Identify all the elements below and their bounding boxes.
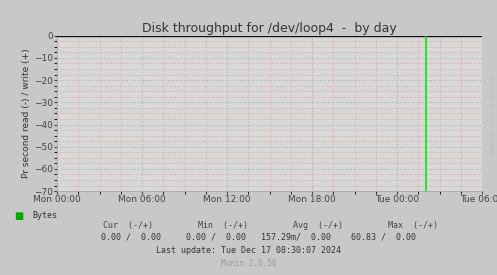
Title: Disk throughput for /dev/loop4  -  by day: Disk throughput for /dev/loop4 - by day (142, 21, 397, 35)
Text: Munin 2.0.56: Munin 2.0.56 (221, 259, 276, 268)
Text: Cur  (-/+)         Min  (-/+)         Avg  (-/+)         Max  (-/+): Cur (-/+) Min (-/+) Avg (-/+) Max (-/+) (59, 221, 438, 230)
Text: ■: ■ (14, 211, 23, 221)
Text: Last update: Tue Dec 17 08:30:07 2024: Last update: Tue Dec 17 08:30:07 2024 (156, 246, 341, 255)
Text: RRDTOOL / TOBI OETIKER: RRDTOOL / TOBI OETIKER (489, 74, 494, 157)
Text: 0.00 /  0.00     0.00 /  0.00   157.29m/  0.00    60.83 /  0.00: 0.00 / 0.00 0.00 / 0.00 157.29m/ 0.00 60… (81, 232, 416, 241)
Text: Bytes: Bytes (32, 211, 57, 220)
Y-axis label: Pr second read (-) / write (+): Pr second read (-) / write (+) (22, 49, 31, 178)
